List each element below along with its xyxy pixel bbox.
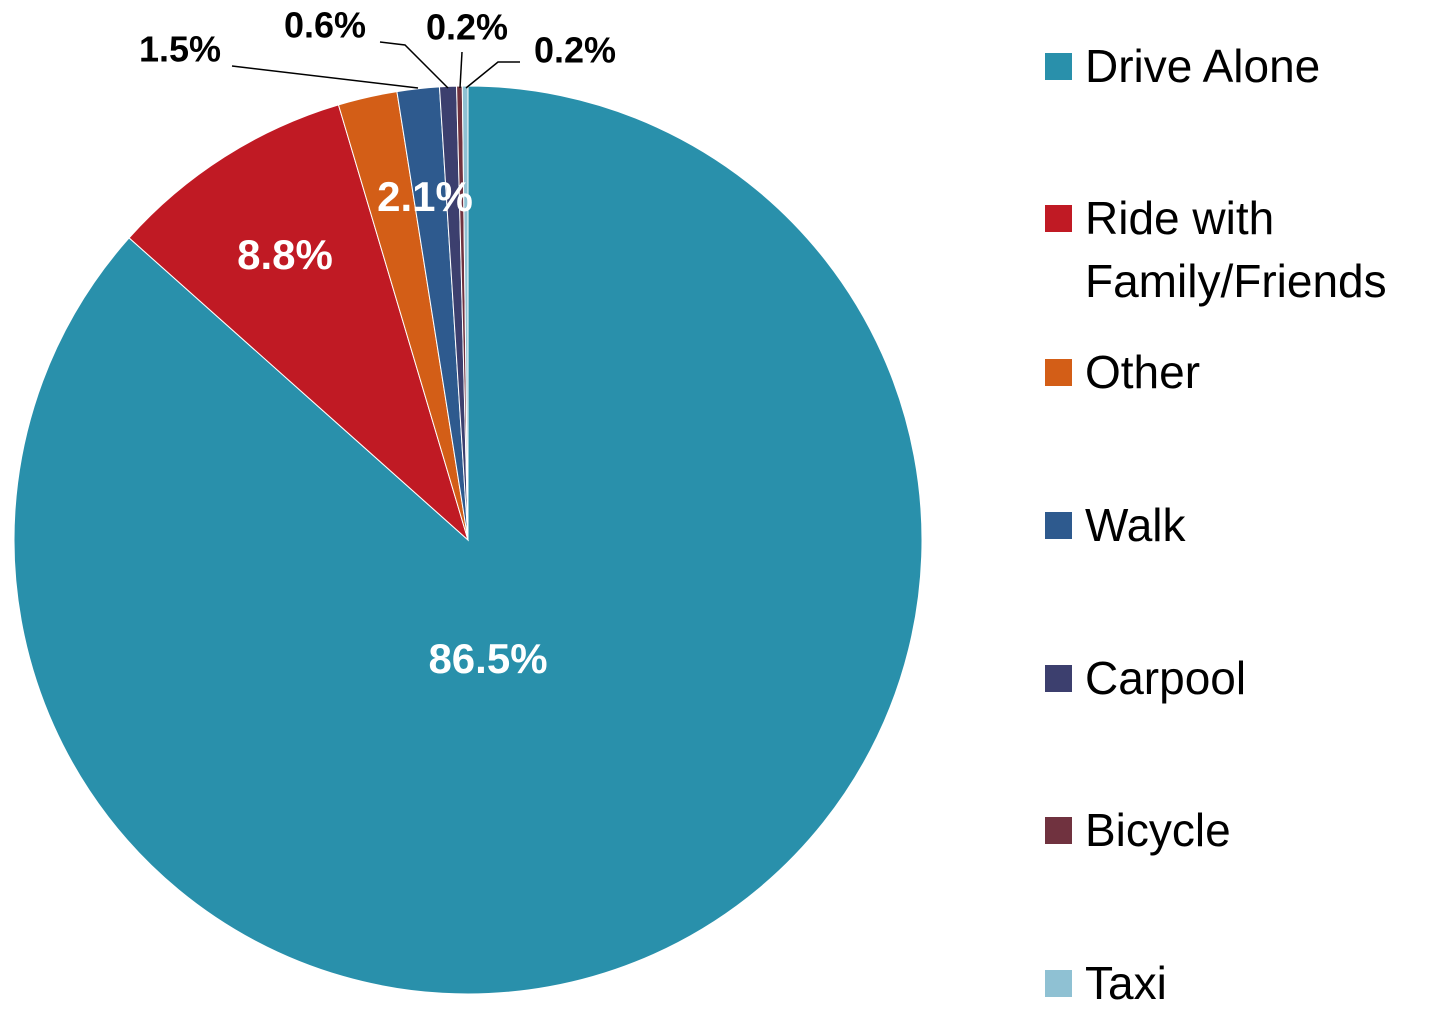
data-label: 0.6% [284,5,366,46]
legend-swatch [1045,665,1072,692]
chart: 86.5% 8.8% 2.1% 1.5% 0.6% 0.2% 0.2% [13,5,923,995]
legend-item: Other [1045,341,1440,404]
data-label: 0.2% [534,30,616,71]
legend-label: Bicycle [1085,804,1231,856]
data-label: 0.2% [426,7,508,48]
data-label: 1.5% [139,29,221,70]
legend-label: Taxi [1085,957,1167,1009]
legend-swatch [1045,359,1072,386]
legend-label: Other [1085,346,1201,398]
leader-line [379,41,449,89]
data-label: 86.5% [428,635,547,682]
pie-slice [128,104,469,542]
legend-item: Carpool [1045,647,1440,710]
legend-item: Ride with Family/Friends [1045,187,1440,313]
legend-label: Carpool [1085,652,1247,704]
legend-swatch [1045,512,1072,539]
legend-swatch [1045,205,1072,232]
leader-line [465,61,520,89]
legend-swatch [1045,817,1072,844]
leader-line [459,51,463,89]
legend-item: Taxi [1045,952,1440,1015]
legend-swatch [1045,970,1072,997]
legend-item: Walk [1045,494,1440,557]
legend-label: Ride with Family/Friends [1085,192,1387,307]
legend-label: Drive Alone [1085,40,1321,92]
data-label: 2.1% [377,173,473,220]
leader-line [231,65,419,89]
data-label: 8.8% [237,231,333,278]
legend-item: Drive Alone [1045,35,1440,98]
legend-item: Bicycle [1045,799,1440,862]
legend-label: Walk [1085,499,1186,551]
legend-swatch [1045,53,1072,80]
